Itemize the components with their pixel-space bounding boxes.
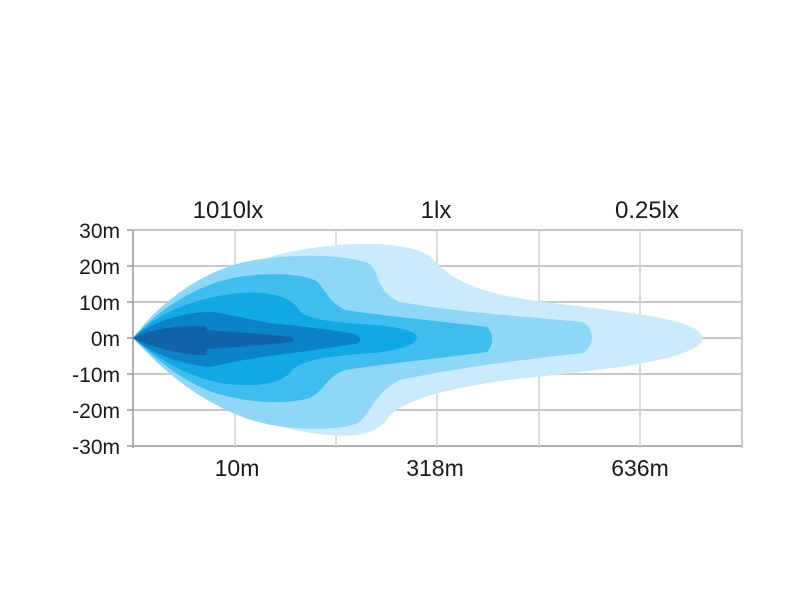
top-lux-labels: 1010lx 1lx 0.25lx — [193, 197, 679, 224]
distance-label: 10m — [215, 455, 260, 481]
y-tick-label: 0m — [91, 328, 120, 351]
distance-label: 636m — [611, 455, 669, 481]
y-tick-label: -10m — [72, 364, 120, 387]
lux-label: 1010lx — [193, 197, 264, 224]
beam-zones — [133, 243, 703, 436]
distance-label: 318m — [406, 455, 464, 481]
y-tick-label: 10m — [79, 292, 120, 315]
y-tick-label: 20m — [79, 256, 120, 279]
y-axis-ticks — [127, 229, 133, 447]
lux-label: 0.25lx — [615, 197, 679, 224]
bottom-distance-labels: 10m 318m 636m — [215, 455, 669, 481]
beam-zone-6 — [133, 326, 294, 355]
y-tick-label: -30m — [72, 436, 120, 459]
lux-label: 1lx — [421, 197, 452, 224]
y-axis-labels: 30m 20m 10m 0m -10m -20m -30m — [72, 220, 120, 459]
y-tick-label: 30m — [79, 220, 120, 243]
y-tick-label: -20m — [72, 400, 120, 423]
